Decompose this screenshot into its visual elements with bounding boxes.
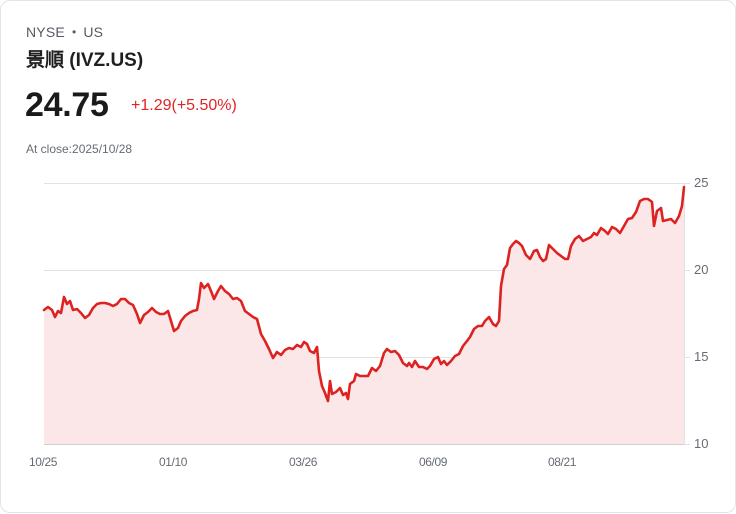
exchange-label: NYSE bbox=[26, 24, 65, 40]
market-label: US bbox=[83, 24, 104, 40]
separator-dot: • bbox=[71, 25, 77, 39]
x-tick-label-0821: 08/21 bbox=[548, 455, 577, 469]
price-line bbox=[42, 185, 686, 403]
stock-name: 景順 (IVZ.US) bbox=[26, 50, 144, 71]
x-tick-label-0110: 01/10 bbox=[159, 455, 188, 469]
x-tick-label-0609: 06/09 bbox=[419, 455, 448, 469]
current-price: 24.75 bbox=[25, 86, 109, 124]
y-tick-label-20: 20 bbox=[694, 262, 709, 277]
y-tick-label-15: 15 bbox=[694, 349, 709, 364]
x-tick-label-1025: 10/25 bbox=[29, 455, 58, 469]
x-tick-label-0326: 03/26 bbox=[289, 455, 318, 469]
y-tick-label-25: 25 bbox=[694, 175, 709, 190]
close-date: At close:2025/10/28 bbox=[26, 142, 133, 156]
exchange-line: NYSE • US bbox=[26, 24, 103, 40]
price-change: +1.29(+5.50%) bbox=[131, 97, 237, 114]
price-area-fill bbox=[44, 187, 684, 444]
y-tick-label-10: 10 bbox=[694, 436, 709, 451]
